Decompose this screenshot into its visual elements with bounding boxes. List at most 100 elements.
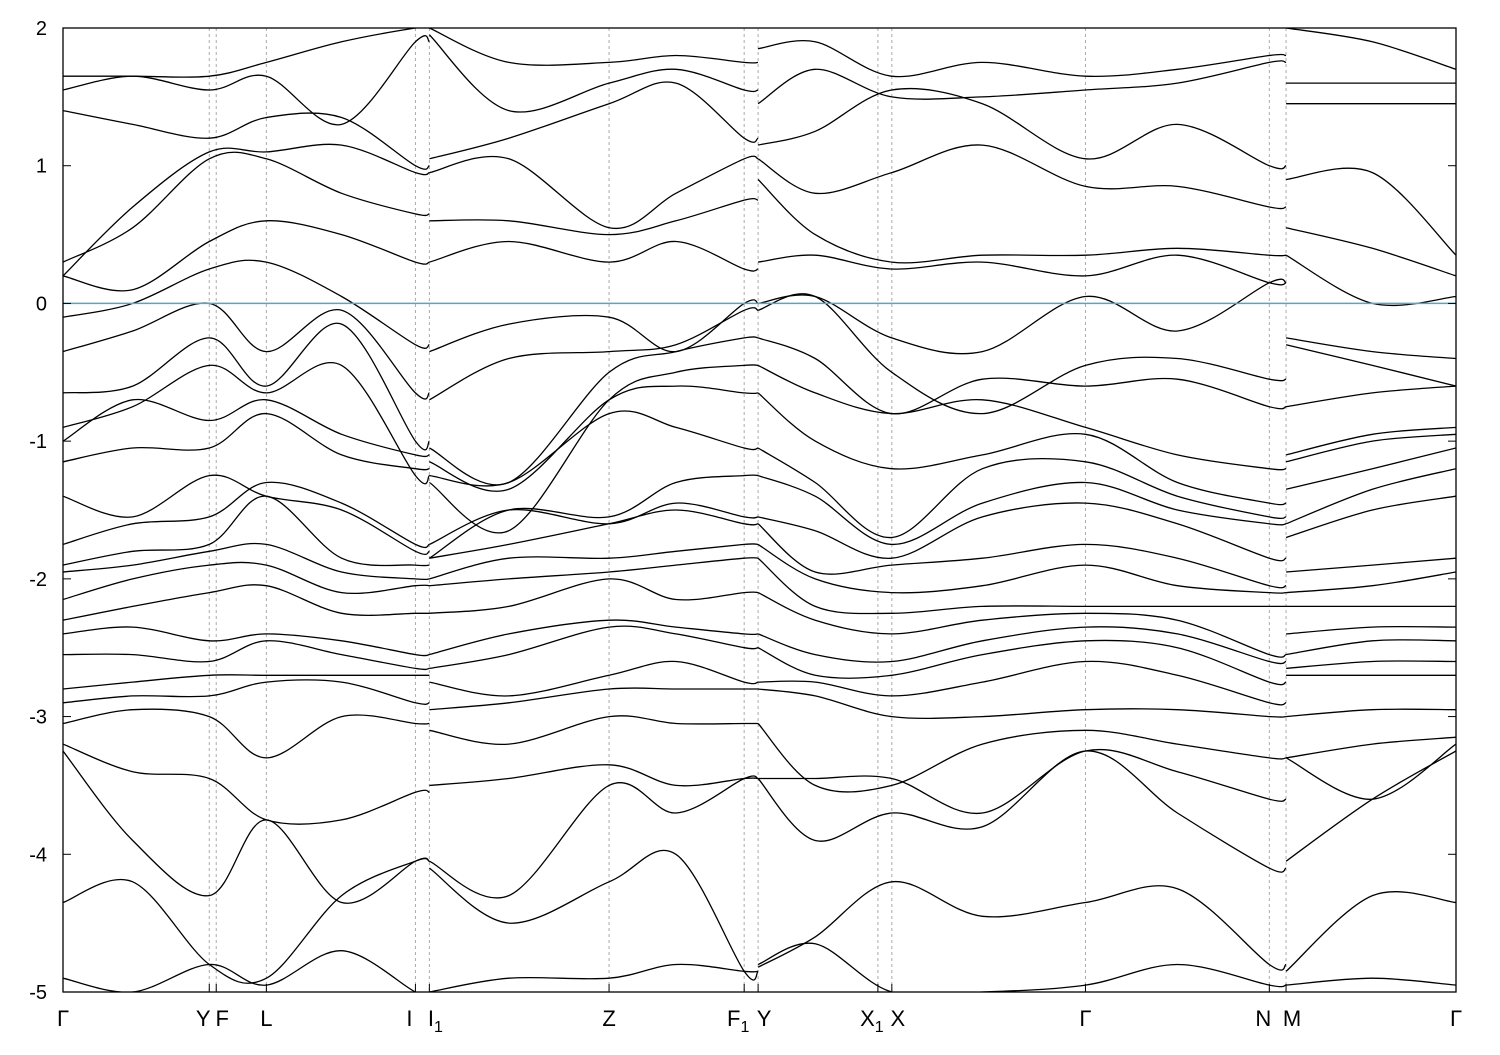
band-line (63, 858, 430, 984)
band-line (429, 364, 759, 534)
kpoint-gridlines (208, 28, 1287, 992)
band-line (1285, 28, 1456, 70)
band-line (757, 523, 1287, 589)
band-line (757, 502, 1287, 562)
band-line (429, 687, 759, 711)
y-axis-ticks: -5 -4 -3 -2 -1 0 1 2 (29, 18, 1456, 1004)
y-tick-label: -5 (29, 982, 47, 1004)
kpoint-label: Γ (1450, 1006, 1462, 1031)
band-line (757, 750, 1287, 873)
band-line (63, 708, 430, 759)
band-line (63, 302, 431, 400)
band-line (1285, 639, 1456, 656)
band-line (428, 34, 759, 113)
band-lines (63, 28, 1456, 992)
band-line (63, 362, 431, 485)
band-line (429, 715, 759, 745)
band-line (429, 336, 759, 486)
band-line (757, 364, 1287, 471)
band-line (1286, 708, 1456, 718)
x-axis-kpoint-labels: Γ Y F L I I1 Z F1 Y X1 X Γ N M Γ (57, 984, 1462, 1036)
band-line (758, 254, 1287, 286)
band-line (757, 881, 1287, 971)
kpoint-label: X1 (860, 1006, 884, 1036)
band-line (757, 543, 1287, 594)
band-line (757, 639, 1287, 686)
band-line (429, 625, 759, 670)
kpoint-label: L (260, 1006, 272, 1031)
band-line (429, 155, 759, 230)
kpoint-label: Γ (1079, 1006, 1091, 1031)
band-line (63, 474, 430, 555)
band-line (63, 640, 430, 671)
band-line (429, 849, 759, 981)
kpoint-label: X (890, 1006, 905, 1031)
band-line (63, 561, 430, 601)
band-line (1285, 891, 1456, 972)
y-tick-label: -2 (29, 569, 47, 591)
band-line (757, 557, 1287, 615)
band-line (63, 322, 431, 451)
band-line (1285, 736, 1456, 759)
band-line (757, 447, 1287, 539)
band-line (429, 764, 759, 787)
kpoint-label: Y (757, 1006, 772, 1031)
kpoint-label: M (1283, 1006, 1301, 1031)
band-line (757, 293, 1287, 415)
band-line (1285, 447, 1456, 490)
band-line (429, 307, 759, 401)
band-line (63, 151, 430, 263)
band-line (1286, 660, 1456, 670)
band-line (758, 660, 1287, 706)
y-tick-label: -1 (29, 431, 47, 453)
band-line (429, 197, 759, 236)
y-tick-label: 1 (36, 156, 47, 178)
band-line (757, 144, 1287, 210)
band-line (757, 87, 1287, 170)
band-line (429, 240, 759, 272)
kpoint-label: F1 (727, 1006, 749, 1036)
band-line (1286, 557, 1456, 573)
band-line (429, 474, 759, 559)
band-line (429, 619, 759, 656)
kpoint-label: Γ (57, 1006, 69, 1031)
band-line (63, 412, 430, 471)
band-line (63, 584, 430, 621)
band-line (63, 398, 430, 458)
band-line (429, 28, 759, 66)
band-line (757, 474, 1287, 546)
band-line (429, 660, 759, 697)
band-line (63, 743, 430, 825)
band-line (63, 481, 430, 549)
band-line (429, 502, 759, 545)
kpoint-label: Y (196, 1006, 211, 1031)
kpoint-label: Z (602, 1006, 615, 1031)
band-line (1285, 344, 1456, 387)
band-line (63, 674, 430, 690)
y-tick-label: -3 (29, 707, 47, 729)
band-line (1286, 977, 1456, 986)
kpoint-label: N (1255, 1006, 1271, 1031)
band-line (63, 109, 430, 170)
band-line (1286, 167, 1456, 256)
band-line (1285, 468, 1456, 525)
band-line (1285, 385, 1456, 408)
band-line (758, 40, 1287, 78)
plot-border (62, 27, 1457, 993)
band-line (63, 220, 430, 292)
band-line (758, 688, 1287, 720)
y-tick-label: 0 (36, 293, 47, 315)
kpoint-label: I1 (428, 1006, 443, 1036)
band-line (429, 385, 759, 492)
band-line (1285, 227, 1456, 277)
band-line (758, 278, 1287, 355)
band-line (1285, 433, 1456, 463)
band-line (757, 337, 1287, 415)
band-line (63, 679, 430, 705)
y-tick-label: 2 (36, 18, 47, 40)
kpoint-label: I (406, 1006, 412, 1031)
band-line (1286, 571, 1456, 594)
band-line (429, 578, 759, 614)
band-line (1285, 337, 1456, 360)
